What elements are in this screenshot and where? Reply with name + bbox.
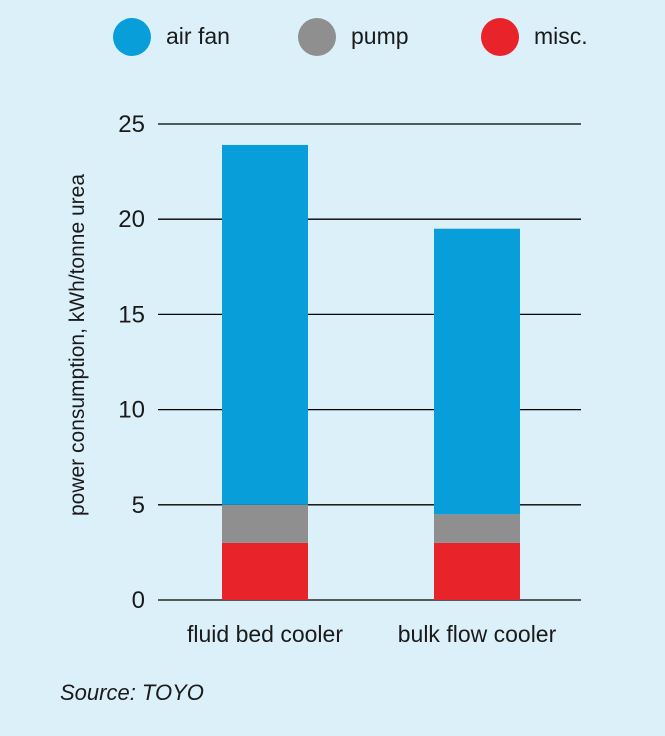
source-note: Source: TOYO (60, 680, 204, 705)
x-tick-label: fluid bed cooler (187, 621, 343, 647)
bar-segment (434, 228, 520, 515)
bar-segment (222, 542, 308, 600)
legend-label: air fan (166, 23, 230, 49)
legend-label: misc. (534, 23, 588, 49)
x-axis-ticks: fluid bed cooler bulk flow cooler (187, 621, 557, 647)
bar-segment (434, 514, 520, 543)
legend-swatch (113, 18, 151, 56)
y-axis-label: power consumption, kWh/tonne urea (66, 174, 89, 516)
bars (222, 144, 520, 600)
legend-swatch (298, 18, 336, 56)
y-tick-label: 10 (118, 397, 145, 424)
bar-segment (434, 542, 520, 600)
y-tick-label: 0 (132, 587, 145, 614)
x-tick-label: bulk flow cooler (398, 621, 557, 647)
y-tick-label: 5 (132, 492, 145, 519)
legend: air fan pump misc. (113, 18, 588, 56)
legend-label: pump (351, 23, 409, 49)
y-tick-label: 20 (118, 206, 145, 233)
y-axis-ticks: 0 5 10 15 20 25 (118, 111, 145, 614)
legend-swatch (481, 18, 519, 56)
y-tick-label: 15 (118, 301, 145, 328)
bar-segment (222, 504, 308, 543)
y-tick-label: 25 (118, 111, 145, 138)
bar-segment (222, 144, 308, 505)
